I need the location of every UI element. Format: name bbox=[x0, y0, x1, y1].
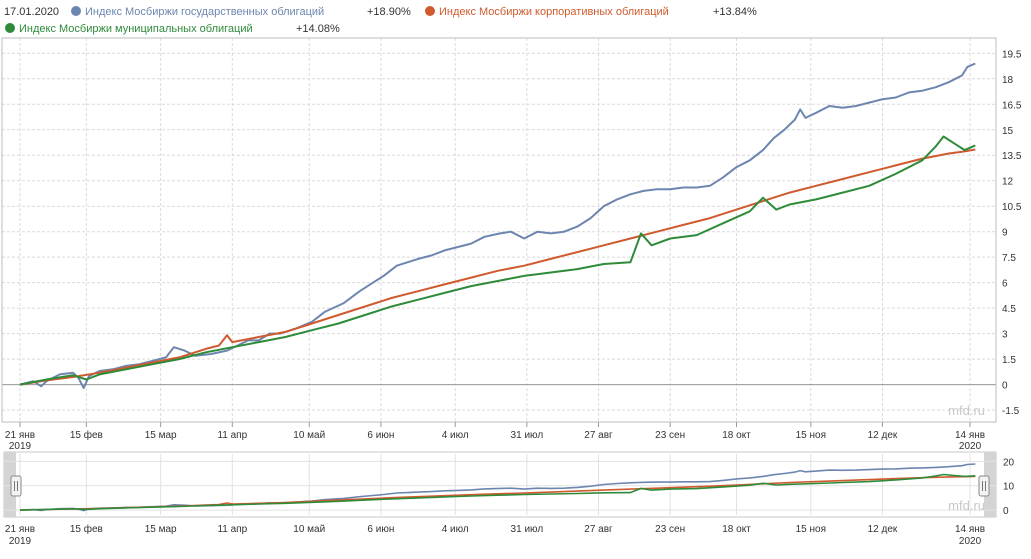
y-tick-label: 9 bbox=[1002, 228, 1008, 239]
y-tick-label: 7.5 bbox=[1002, 253, 1016, 264]
x-tick-label: 14 янв bbox=[955, 430, 985, 441]
x-tick-label: 4 июл bbox=[442, 430, 469, 441]
x-tick-label: 18 окт bbox=[722, 430, 751, 441]
x-tick-label: 10 май bbox=[293, 430, 325, 441]
y-tick-label: 18 bbox=[1002, 75, 1014, 86]
y-tick-label: 13.5 bbox=[1002, 151, 1022, 162]
y-tick-label: -1.5 bbox=[1002, 406, 1020, 417]
y-tick-label: 12 bbox=[1002, 177, 1014, 188]
x-tick-label: 31 июл bbox=[511, 430, 544, 441]
navigator-series-muni-line bbox=[19, 473, 976, 511]
x-tick-label: 15 мар bbox=[145, 430, 177, 441]
navigator-x-tick-year: 2020 bbox=[959, 536, 982, 547]
x-tick-label: 11 апр bbox=[217, 430, 247, 441]
navigator-x-tick-label: 21 янв bbox=[5, 524, 35, 535]
navigator-y-tick-label: 20 bbox=[1003, 457, 1015, 468]
navigator-x-tick-label: 14 янв bbox=[955, 524, 985, 535]
navigator-x-tick-label: 15 мар bbox=[145, 524, 177, 535]
navigator-x-tick-label: 23 сен bbox=[655, 524, 685, 535]
x-tick-label: 15 фев bbox=[70, 429, 103, 441]
series-corp-line[interactable] bbox=[19, 148, 976, 386]
legend-change-corp: +13.84% bbox=[713, 6, 757, 18]
legend-change-muni: +14.08% bbox=[296, 23, 340, 35]
legend-change-gov: +18.90% bbox=[367, 6, 411, 18]
x-tick-label: 23 сен bbox=[655, 430, 685, 441]
legend-marker-muni bbox=[5, 23, 15, 33]
legend-name-gov: Индекс Мосбиржи государственных облигаци… bbox=[85, 6, 324, 18]
legend: 17.01.2020 Индекс Мосбиржи государственн… bbox=[4, 6, 757, 35]
watermark: mfd.ru bbox=[948, 403, 985, 418]
main-grid bbox=[2, 38, 996, 422]
y-tick-label: 3 bbox=[1002, 330, 1008, 341]
plot-border bbox=[1, 37, 997, 423]
navigator-watermark: mfd.ru bbox=[948, 498, 985, 513]
y-tick-label: 6 bbox=[1002, 279, 1008, 290]
navigator-left-handle[interactable] bbox=[10, 475, 22, 497]
navigator-grid bbox=[4, 454, 996, 515]
x-tick-label: 12 дек bbox=[868, 430, 898, 441]
legend-name-corp: Индекс Мосбиржи корпоративных облигаций bbox=[439, 6, 669, 18]
navigator-x-tick-label: 11 апр bbox=[217, 524, 247, 535]
y-tick-label: 0 bbox=[1002, 381, 1008, 392]
navigator-y-axis: 0 10 20 bbox=[1003, 457, 1015, 517]
legend-name-muni: Индекс Мосбиржи муниципальных облигаций bbox=[19, 23, 253, 35]
navigator-x-tick-label: 12 дек bbox=[868, 524, 898, 535]
navigator-right-mask bbox=[984, 452, 996, 517]
navigator-y-tick-label: 0 bbox=[1003, 506, 1009, 517]
y-tick-label: 4.5 bbox=[1002, 304, 1016, 315]
navigator-x-tick-label: 6 июн bbox=[367, 524, 394, 535]
x-tick-label: 27 авг bbox=[584, 430, 613, 441]
legend-item-gov[interactable]: Индекс Мосбиржи государственных облигаци… bbox=[71, 6, 411, 18]
legend-item-muni[interactable]: Индекс Мосбиржи муниципальных облигаций … bbox=[5, 23, 340, 35]
navigator-left-mask bbox=[4, 452, 16, 517]
y-tick-label: 1.5 bbox=[1002, 355, 1016, 366]
main-series bbox=[19, 62, 976, 389]
x-tick-year: 2019 bbox=[9, 441, 32, 452]
navigator-x-tick-label: 31 июл bbox=[511, 524, 544, 535]
series-muni-line[interactable] bbox=[19, 135, 976, 386]
navigator-x-tick-label: 15 ноя bbox=[796, 524, 826, 535]
legend-marker-gov bbox=[71, 6, 81, 16]
navigator-x-tick-label: 4 июл bbox=[442, 524, 469, 535]
y-tick-label: 10.5 bbox=[1002, 202, 1022, 213]
navigator-series bbox=[19, 463, 976, 512]
navigator-x-tick-year: 2019 bbox=[9, 536, 32, 547]
y-axis: -1.5 0 1.5 3 4.5 6 7.5 9 10.5 12 13.5 15 16.5 18 19.5 bbox=[1002, 49, 1022, 417]
y-tick-label: 16.5 bbox=[1002, 100, 1022, 111]
navigator-y-tick-label: 10 bbox=[1003, 482, 1015, 493]
x-tick-label: 15 ноя bbox=[796, 430, 826, 441]
series-gov-line[interactable] bbox=[19, 62, 976, 389]
x-tick-label: 21 янв bbox=[5, 430, 35, 441]
date-label: 17.01.2020 bbox=[4, 6, 59, 18]
x-tick-label: 6 июн bbox=[367, 430, 394, 441]
y-tick-label: 15 bbox=[1002, 126, 1014, 137]
x-tick-year: 2020 bbox=[959, 441, 982, 452]
legend-item-corp[interactable]: Индекс Мосбиржи корпоративных облигаций … bbox=[425, 6, 757, 18]
navigator-right-handle[interactable] bbox=[978, 475, 990, 497]
navigator-x-tick-label: 27 авг bbox=[584, 524, 613, 535]
main-plot: -1.501.534.567.5910.51213.51516.51819.5 … bbox=[1, 37, 1022, 452]
navigator-x-tick-label: 10 май bbox=[293, 524, 325, 535]
navigator-x-tick-label: 15 фев bbox=[70, 523, 103, 535]
navigator-x-tick-label: 18 окт bbox=[722, 524, 751, 535]
legend-marker-corp bbox=[425, 6, 435, 16]
y-tick-label: 19.5 bbox=[1002, 49, 1022, 60]
